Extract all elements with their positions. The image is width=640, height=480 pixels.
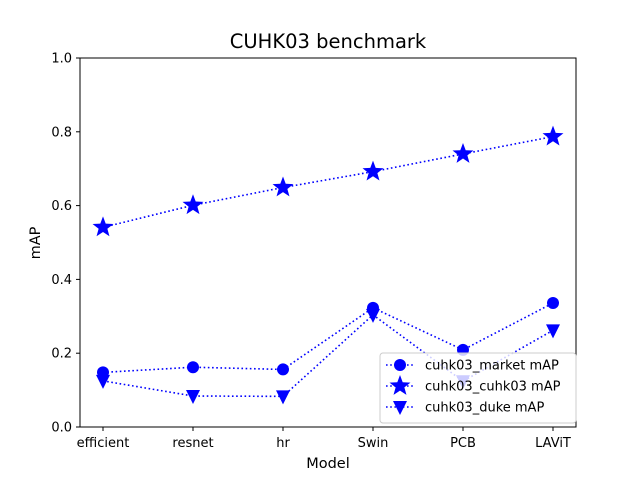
x-tick-label: LAViT bbox=[535, 436, 571, 451]
y-tick-label: 0.2 bbox=[51, 347, 72, 362]
legend-item: cuhk03_market mAP bbox=[386, 359, 559, 374]
series-line bbox=[102, 313, 554, 398]
y-tick-label: 0.6 bbox=[51, 199, 72, 214]
data-point bbox=[362, 160, 384, 181]
data-point bbox=[92, 216, 114, 237]
data-point bbox=[187, 361, 199, 374]
legend-item: cuhk03_cuhk03 mAP bbox=[386, 375, 561, 395]
x-tick-label: hr bbox=[276, 436, 290, 451]
legend-box bbox=[379, 352, 577, 424]
y-tick-label: 1.0 bbox=[51, 52, 72, 67]
y-axis-label: mAP bbox=[28, 226, 44, 259]
y-tick-label: 0.8 bbox=[51, 125, 72, 140]
legend-item: cuhk03_duke mAP bbox=[386, 401, 544, 416]
data-point bbox=[547, 297, 559, 310]
x-tick-label: PCB bbox=[450, 436, 476, 451]
x-axis-label: Model bbox=[306, 456, 350, 472]
x-tick-label: Swin bbox=[358, 436, 389, 451]
y-tick-label: 0.0 bbox=[51, 421, 72, 436]
data-point bbox=[96, 374, 110, 389]
data-point bbox=[186, 390, 200, 405]
data-point bbox=[366, 308, 380, 323]
legend-marker bbox=[389, 375, 411, 395]
data-point bbox=[276, 390, 290, 405]
chart-title: CUHK03 benchmark bbox=[230, 30, 427, 53]
legend-label: cuhk03_duke mAP bbox=[425, 401, 544, 416]
legend-label: cuhk03_cuhk03 mAP bbox=[425, 380, 561, 395]
data-point bbox=[182, 194, 204, 215]
legend-label: cuhk03_market mAP bbox=[425, 359, 559, 374]
data-point bbox=[542, 125, 564, 146]
y-tick-label: 0.4 bbox=[51, 273, 72, 288]
legend-marker bbox=[393, 401, 407, 415]
series-star bbox=[92, 125, 564, 237]
data-point bbox=[546, 324, 560, 339]
x-tick-label: resnet bbox=[172, 436, 213, 451]
data-point bbox=[452, 142, 474, 163]
legend-marker bbox=[394, 359, 406, 371]
x-tick-label: efficient bbox=[77, 436, 130, 451]
data-point bbox=[272, 176, 294, 197]
series-line bbox=[102, 135, 554, 229]
data-point bbox=[277, 363, 289, 376]
legend: cuhk03_market mAP cuhk03_cuhk03 mAP cuhk03… bbox=[379, 352, 577, 424]
